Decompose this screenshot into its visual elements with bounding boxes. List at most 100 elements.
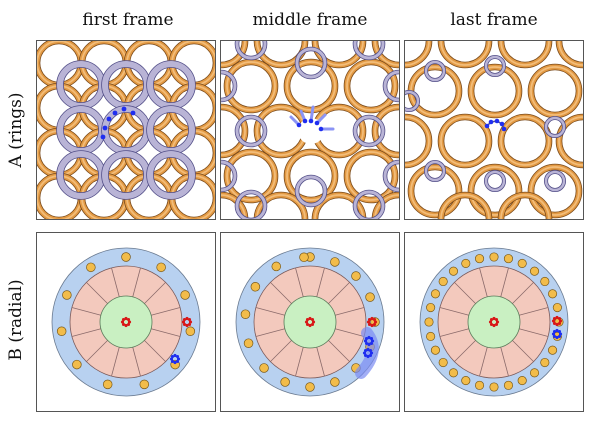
column-title-last-frame: last frame [450, 10, 538, 30]
panel-radial-last [404, 232, 584, 412]
small-disk [548, 289, 557, 298]
purple-ring [383, 160, 399, 192]
small-disk-edge [517, 376, 527, 386]
purple-ring [544, 116, 566, 138]
small-disk [553, 303, 562, 312]
small-disk [504, 254, 513, 263]
small-disk [489, 382, 499, 392]
column-title-middle-frame: middle frame [252, 10, 368, 30]
small-disk-edge [185, 326, 196, 337]
small-disk-edge [448, 266, 459, 276]
small-disk-edge [86, 262, 96, 273]
small-disk-edge [461, 258, 471, 268]
orange-ring [438, 41, 492, 68]
orange-ring-core [500, 194, 550, 219]
center-disk [283, 295, 337, 349]
panel-radial-first [36, 232, 216, 412]
small-disk [121, 252, 131, 262]
small-disk [103, 379, 113, 389]
small-disk [548, 346, 557, 355]
sector-divider [144, 340, 166, 362]
orange-ring [221, 104, 248, 158]
small-disk [351, 271, 361, 281]
orange-ring-core [530, 166, 580, 216]
purple-ring [424, 160, 446, 182]
small-disk-edge [370, 317, 380, 327]
small-disk [449, 368, 458, 378]
sector-divider [255, 307, 285, 316]
small-disk-edge [180, 290, 190, 300]
small-disk [489, 252, 499, 262]
orange-ring-core [405, 116, 430, 166]
purple-ring [295, 175, 327, 207]
orange-ring-core [314, 41, 364, 66]
small-disk-edge [548, 345, 558, 355]
blue-marker [308, 118, 314, 124]
orange-ring-core [226, 61, 276, 111]
orange-ring-core [410, 166, 460, 216]
orange-ring-core [286, 151, 336, 201]
sector-divider [439, 328, 469, 337]
row-title-radial: B (radial) [6, 279, 26, 361]
purple-ring [295, 47, 327, 79]
small-disk [259, 363, 269, 373]
blue-outer-marker [169, 353, 181, 365]
small-disk [185, 326, 195, 336]
purple-ring [221, 160, 237, 192]
small-disk-edge [474, 254, 485, 264]
radial-last-frame-diagram [419, 247, 569, 397]
purple-ring [544, 170, 566, 192]
orange-ring-core [221, 106, 246, 156]
small-disk [540, 358, 550, 367]
small-disk [330, 377, 340, 387]
small-disk-edge [517, 258, 527, 268]
small-disk [280, 377, 290, 387]
small-disk [530, 368, 539, 378]
small-disk-edge [102, 379, 113, 390]
small-disk-edge [529, 266, 540, 276]
sector-divider [479, 267, 488, 297]
orange-ring-core [470, 66, 520, 116]
red-outer-marker [366, 316, 378, 328]
sector-divider [71, 328, 101, 337]
orange-ring [498, 41, 552, 68]
small-disk [156, 262, 166, 272]
blue-outer-marker [551, 328, 563, 340]
purple-ring [353, 41, 385, 60]
small-disk [518, 259, 527, 268]
small-disk [475, 254, 484, 263]
purple-ring [405, 90, 420, 112]
sector-divider [86, 282, 108, 304]
orange-ring-core [226, 151, 276, 201]
small-disk [72, 360, 82, 369]
sector-divider [500, 347, 509, 377]
red-center-marker [120, 316, 132, 328]
small-disk [365, 292, 375, 302]
small-disk [244, 338, 253, 348]
orange-ring-core [286, 61, 336, 111]
purple-ring [235, 190, 267, 219]
small-disk-edge [365, 292, 375, 302]
center-disk [99, 295, 153, 349]
orange-ring-core [470, 166, 520, 216]
small-disk-edge [430, 345, 440, 355]
small-disk [426, 332, 435, 341]
sector-divider [111, 347, 120, 377]
blue-marker [302, 118, 308, 124]
red-center-marker [488, 316, 500, 328]
sector-divider [512, 282, 534, 304]
blue-outer-marker [363, 335, 375, 347]
sector-divider [295, 267, 304, 297]
blue-marker [494, 118, 500, 124]
small-disk-edge [305, 382, 315, 392]
small-disk [180, 290, 190, 300]
orange-ring-core [440, 194, 490, 219]
small-disk-edge [240, 309, 251, 319]
small-disk-edge [56, 326, 67, 337]
blue-marker [314, 120, 320, 126]
sector-divider [111, 267, 120, 297]
small-disk [438, 358, 448, 367]
small-disk [530, 266, 539, 276]
small-disk-edge [72, 359, 82, 370]
orange-ring-core [500, 116, 550, 166]
